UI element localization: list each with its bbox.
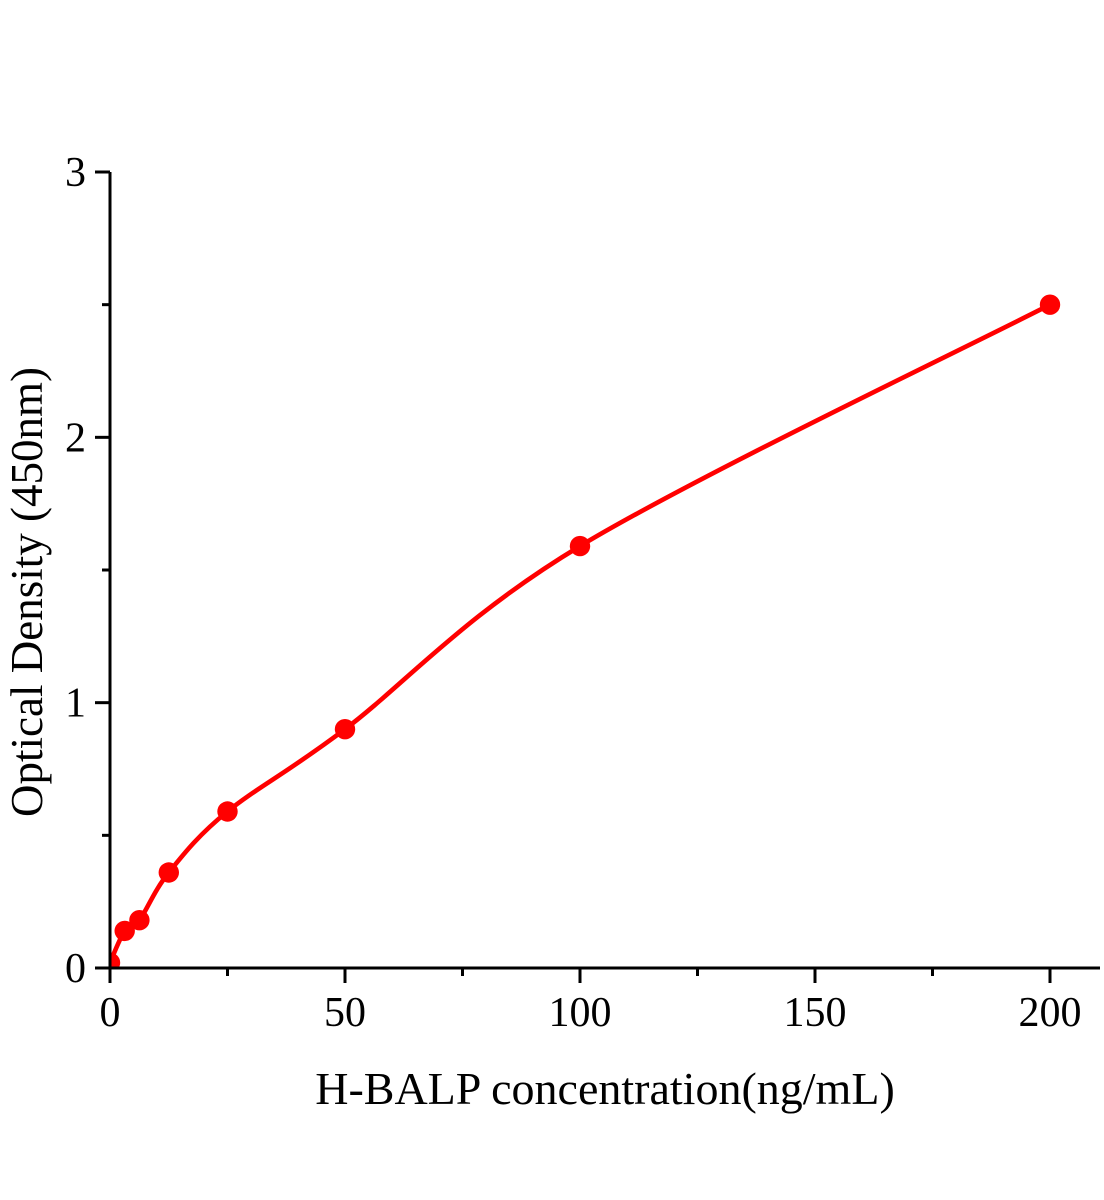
data-point — [1039, 294, 1061, 315]
axes — [95, 170, 1100, 983]
x-tick-label: 50 — [324, 990, 366, 1036]
x-tick-label: 200 — [1019, 990, 1082, 1036]
data-point — [569, 535, 591, 557]
data-point — [334, 719, 356, 740]
data-point — [114, 920, 135, 942]
data-series — [110, 294, 1061, 967]
data-point — [110, 952, 121, 967]
y-tick-label: 3 — [65, 150, 86, 196]
y-tick-label: 0 — [65, 946, 86, 992]
data-point — [158, 862, 179, 883]
x-tick-label: 0 — [100, 990, 121, 1036]
x-tick-label: 150 — [784, 990, 847, 1036]
y-tick-label: 1 — [65, 681, 86, 727]
x-axis-title: H-BALP concentration(ng/mL) — [315, 1063, 895, 1114]
y-axis-title: Optical Density (450nm) — [2, 367, 52, 817]
x-tick-label: 100 — [549, 990, 612, 1036]
fit-curve — [110, 302, 1052, 964]
tick-labels: 0 50 100 150 200 0 1 2 3 — [65, 150, 1082, 1036]
data-point — [129, 910, 150, 931]
data-point — [217, 801, 238, 822]
y-tick-label: 2 — [65, 415, 86, 461]
